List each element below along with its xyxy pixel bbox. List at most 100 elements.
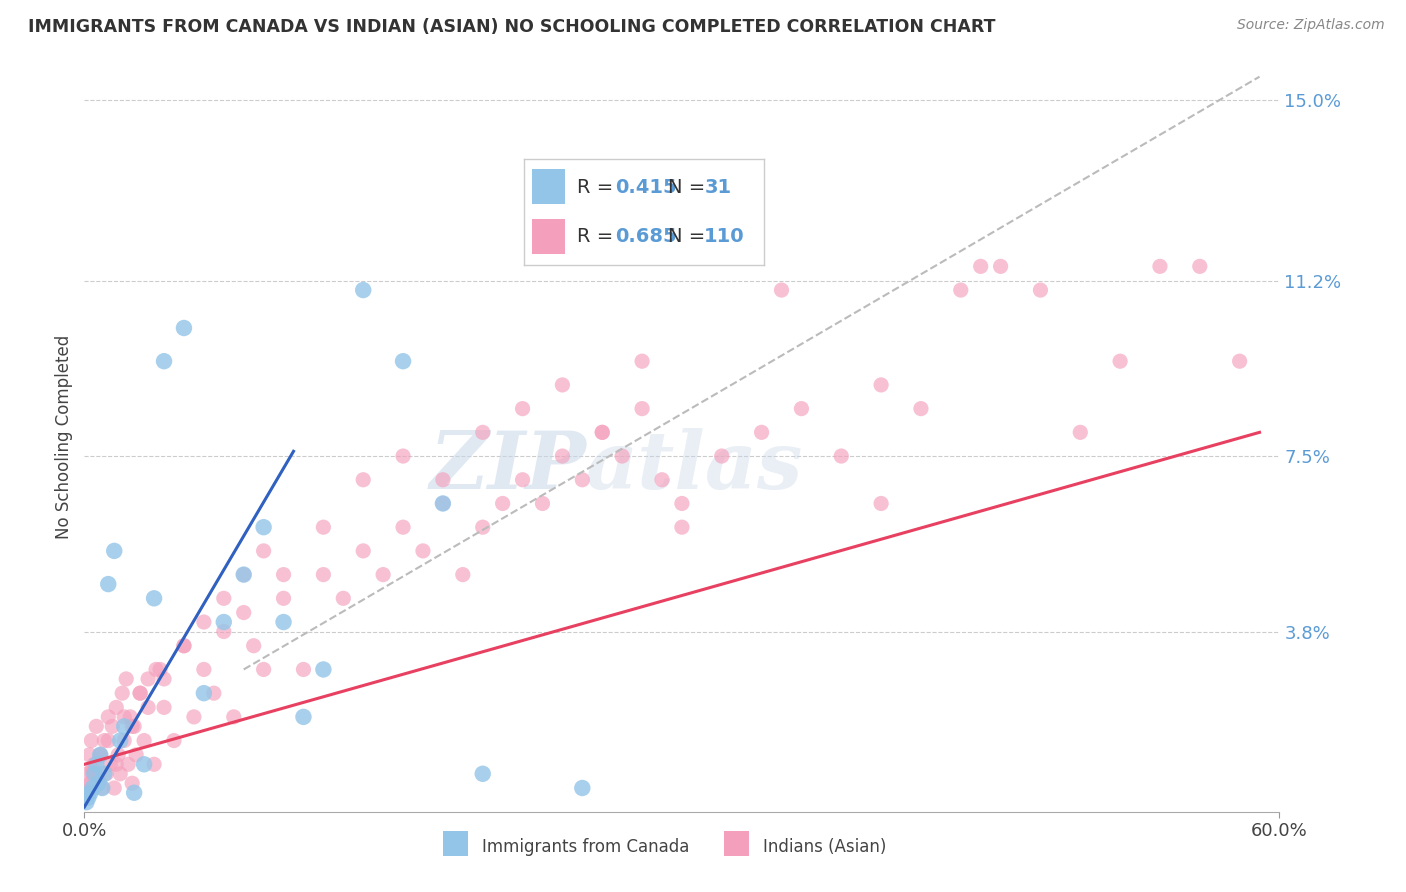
Point bbox=[312, 663, 335, 677]
Point bbox=[83, 766, 105, 780]
Text: atlas: atlas bbox=[586, 428, 804, 506]
Point bbox=[82, 762, 104, 776]
Text: ZIP: ZIP bbox=[429, 428, 586, 506]
Point bbox=[120, 710, 142, 724]
Point bbox=[80, 733, 103, 747]
Point bbox=[97, 577, 120, 591]
Point bbox=[710, 449, 733, 463]
Point bbox=[551, 449, 574, 463]
Point bbox=[770, 283, 793, 297]
Point bbox=[352, 473, 374, 487]
Point bbox=[132, 757, 156, 772]
Point bbox=[970, 260, 993, 274]
Point bbox=[751, 425, 773, 440]
Point bbox=[153, 700, 176, 714]
Point bbox=[193, 686, 215, 700]
Point bbox=[103, 544, 125, 558]
Point bbox=[242, 639, 264, 653]
Point bbox=[949, 283, 972, 297]
Point bbox=[292, 663, 315, 677]
Point bbox=[77, 786, 100, 800]
Point bbox=[551, 378, 574, 392]
Point bbox=[1188, 260, 1211, 274]
Point bbox=[253, 663, 276, 677]
Point bbox=[79, 786, 101, 800]
Point bbox=[870, 496, 893, 510]
Y-axis label: No Schooling Completed: No Schooling Completed bbox=[55, 335, 73, 539]
Point bbox=[1229, 354, 1251, 368]
Point bbox=[121, 719, 143, 733]
Point bbox=[870, 378, 893, 392]
Point bbox=[471, 766, 494, 780]
Point bbox=[89, 747, 111, 762]
Point bbox=[143, 591, 166, 606]
Point bbox=[129, 686, 152, 700]
Point bbox=[89, 747, 111, 762]
Point bbox=[101, 719, 124, 733]
Point bbox=[432, 496, 454, 510]
Point bbox=[392, 449, 415, 463]
Point bbox=[910, 401, 932, 416]
Point bbox=[1109, 354, 1132, 368]
Text: 31: 31 bbox=[704, 178, 731, 197]
Point bbox=[273, 591, 295, 606]
Point bbox=[153, 354, 176, 368]
Point bbox=[110, 766, 132, 780]
Point bbox=[212, 624, 235, 639]
Point bbox=[82, 766, 104, 780]
Point bbox=[75, 795, 97, 809]
Point bbox=[193, 615, 215, 629]
Point bbox=[93, 766, 115, 780]
Text: 0.415: 0.415 bbox=[616, 178, 678, 197]
Point bbox=[153, 672, 176, 686]
Text: Immigrants from Canada: Immigrants from Canada bbox=[482, 838, 689, 855]
Point bbox=[79, 747, 101, 762]
Point bbox=[222, 710, 245, 724]
Point bbox=[136, 672, 159, 686]
Point bbox=[332, 591, 354, 606]
Point bbox=[105, 700, 128, 714]
Point bbox=[232, 567, 254, 582]
Point bbox=[312, 567, 335, 582]
Point bbox=[671, 520, 693, 534]
Point bbox=[212, 615, 235, 629]
Text: R =: R = bbox=[578, 178, 620, 197]
Point bbox=[512, 401, 534, 416]
Point bbox=[149, 663, 172, 677]
Point bbox=[212, 591, 235, 606]
Point bbox=[145, 663, 167, 677]
Text: N =: N = bbox=[668, 178, 711, 197]
Point bbox=[531, 496, 554, 510]
Point bbox=[373, 567, 395, 582]
Point bbox=[173, 639, 195, 653]
Point bbox=[96, 766, 118, 780]
Point bbox=[87, 776, 110, 790]
Point bbox=[830, 449, 852, 463]
Point bbox=[1029, 283, 1052, 297]
Point bbox=[75, 790, 97, 805]
Point bbox=[1069, 425, 1091, 440]
Point bbox=[105, 757, 128, 772]
Point bbox=[111, 686, 134, 700]
Point bbox=[232, 567, 254, 582]
Point bbox=[990, 260, 1012, 274]
Point bbox=[91, 780, 114, 795]
Point bbox=[790, 401, 813, 416]
Point bbox=[392, 520, 415, 534]
Point bbox=[202, 686, 225, 700]
Bar bbox=[531, 219, 565, 254]
Point bbox=[591, 425, 613, 440]
Point bbox=[75, 780, 97, 795]
Point bbox=[79, 776, 101, 790]
Point bbox=[651, 473, 673, 487]
Point bbox=[591, 425, 613, 440]
Point bbox=[107, 747, 129, 762]
Point bbox=[432, 496, 454, 510]
Text: IMMIGRANTS FROM CANADA VS INDIAN (ASIAN) NO SCHOOLING COMPLETED CORRELATION CHAR: IMMIGRANTS FROM CANADA VS INDIAN (ASIAN)… bbox=[28, 18, 995, 36]
Point bbox=[129, 686, 152, 700]
Point bbox=[631, 401, 654, 416]
Point bbox=[273, 567, 295, 582]
Point bbox=[253, 520, 276, 534]
Point bbox=[492, 496, 515, 510]
Text: Indians (Asian): Indians (Asian) bbox=[763, 838, 887, 855]
